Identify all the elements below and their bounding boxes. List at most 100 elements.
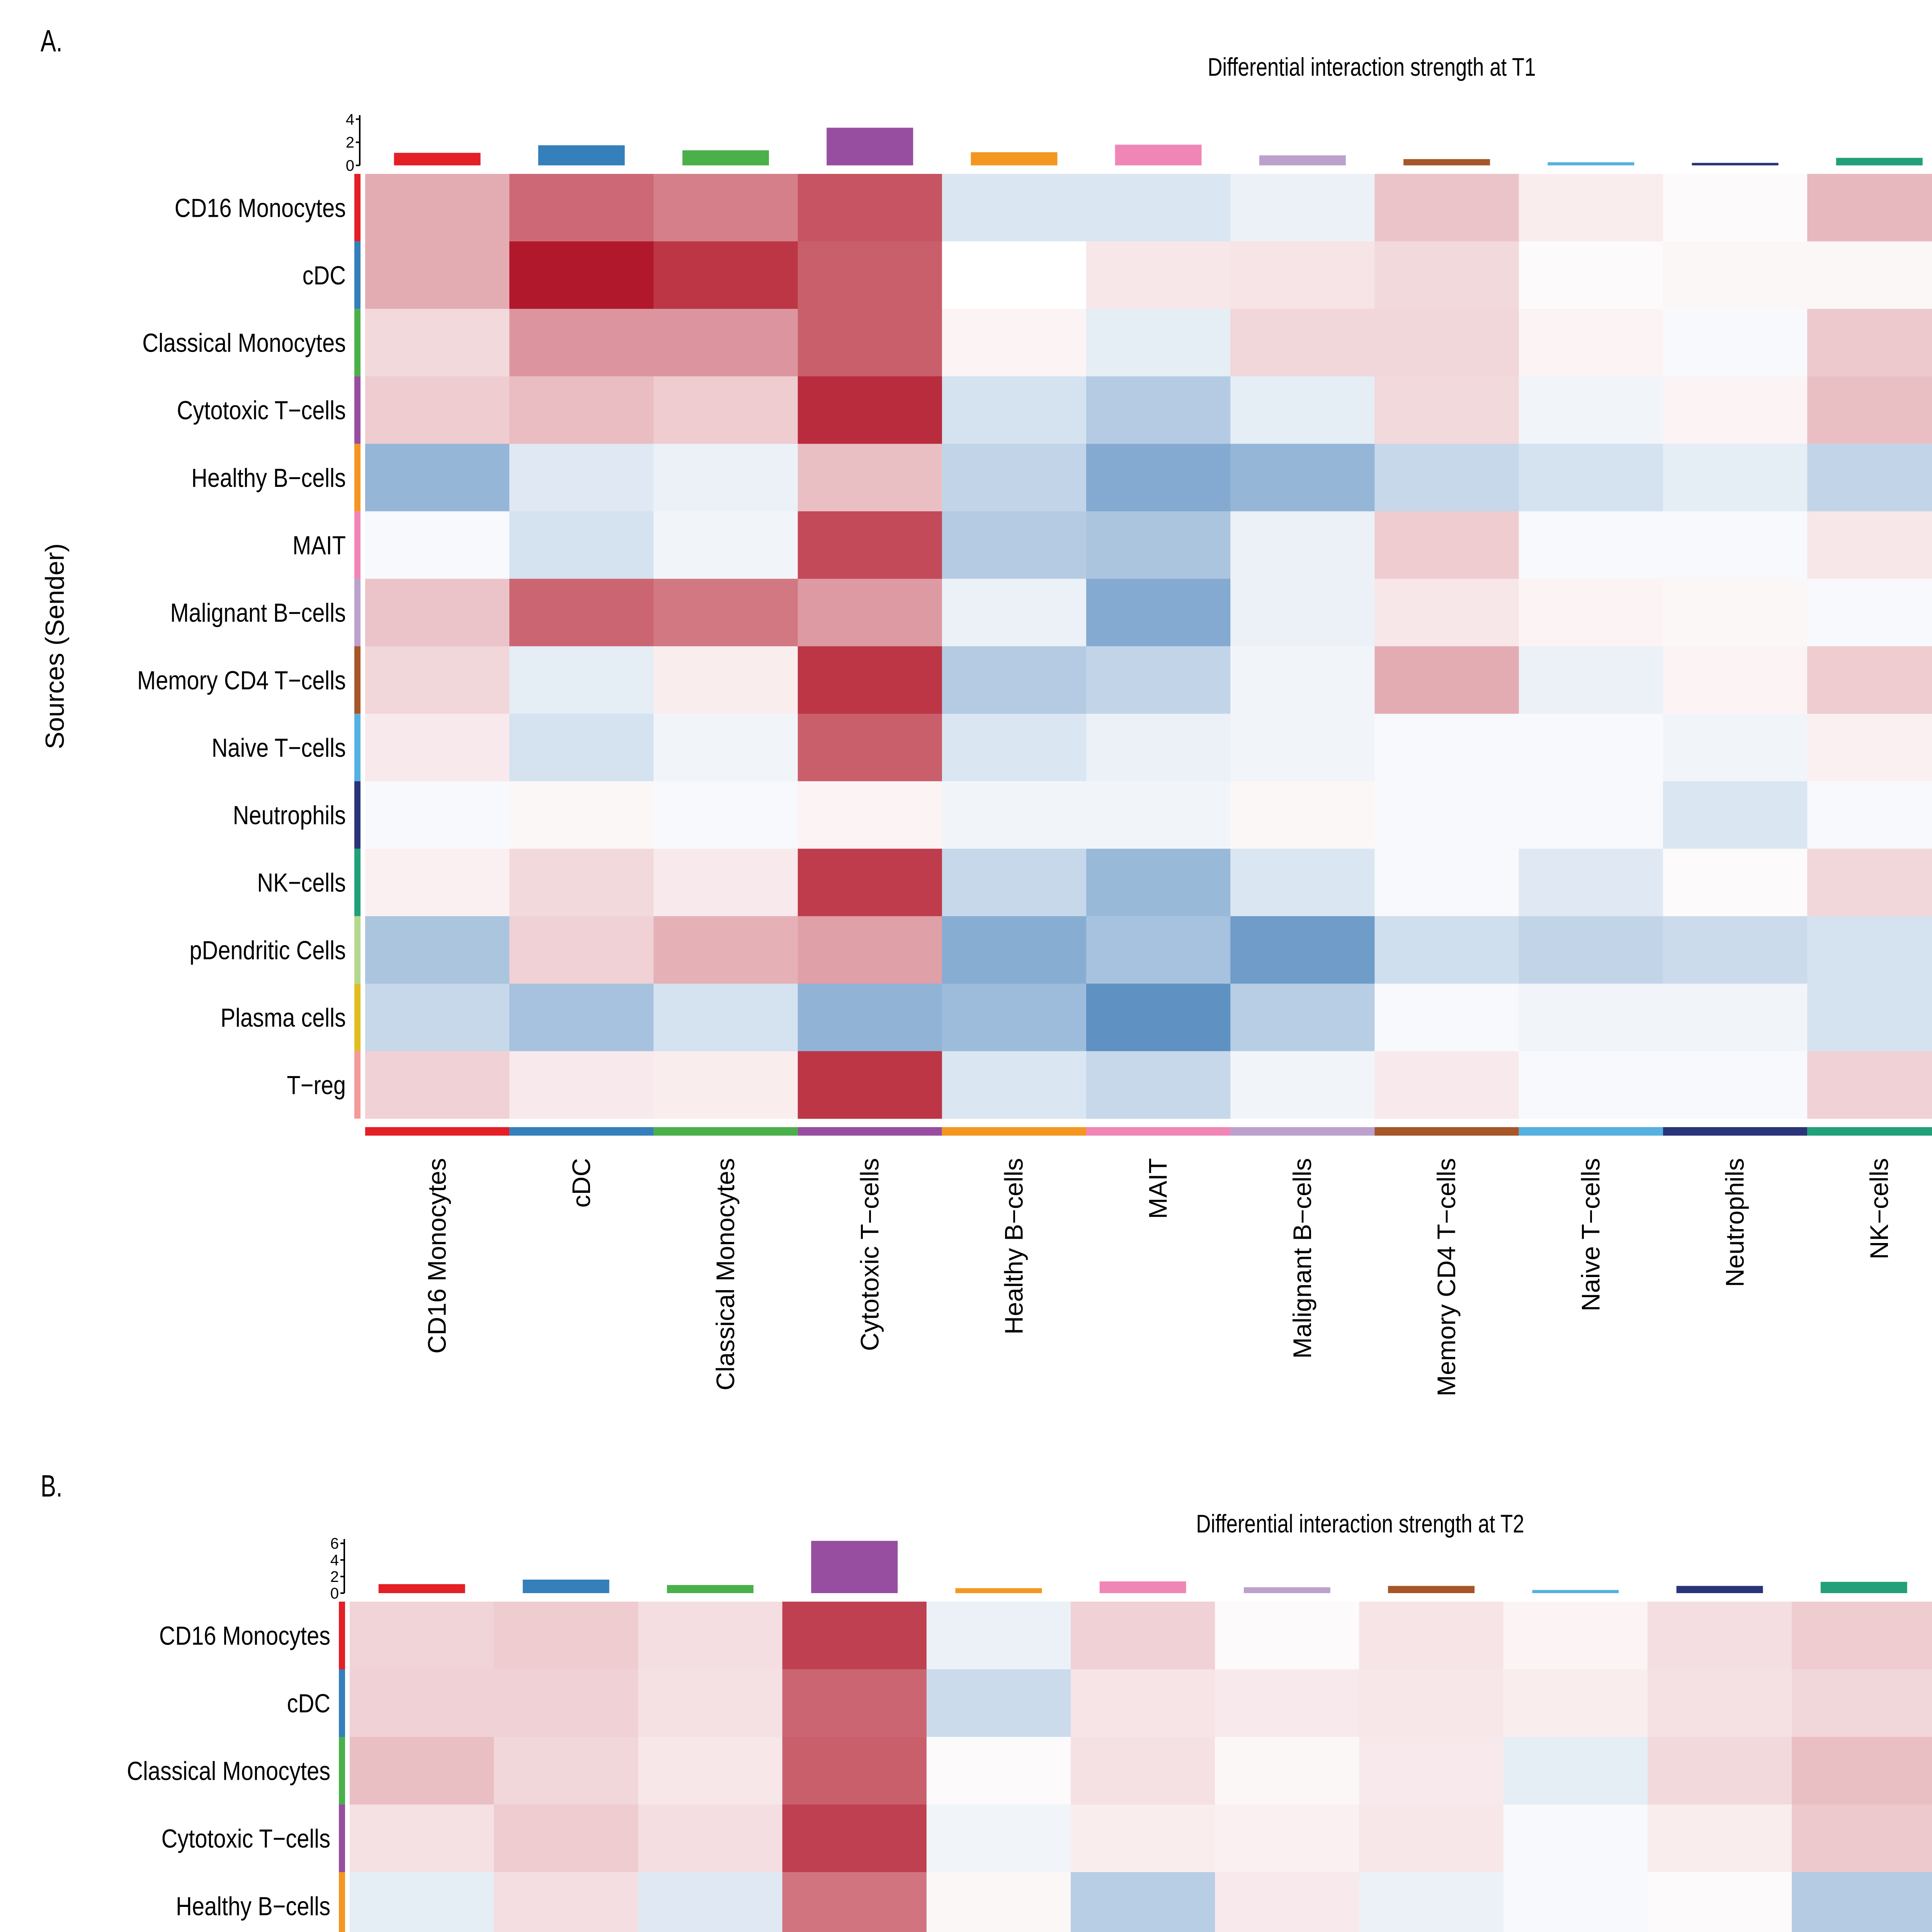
top-bar bbox=[1676, 1586, 1763, 1593]
heatmap-cell bbox=[798, 444, 942, 512]
heatmap-cell bbox=[653, 714, 798, 782]
heatmap-cell bbox=[1807, 444, 1932, 512]
row-label: pDendritic Cells bbox=[189, 936, 346, 965]
heatmap-cell bbox=[1230, 511, 1375, 579]
heatmap-cell bbox=[1663, 646, 1808, 714]
heatmap-cell bbox=[1663, 578, 1808, 646]
heatmap-cell bbox=[653, 781, 798, 849]
heatmap-cell bbox=[350, 1737, 494, 1805]
heatmap-cell bbox=[1807, 849, 1932, 917]
row-color-strip bbox=[354, 849, 361, 917]
heatmap-cell bbox=[1792, 1872, 1932, 1932]
panel-label: B. bbox=[41, 1469, 63, 1503]
row-color-strip bbox=[354, 174, 361, 242]
heatmap-cell bbox=[494, 1737, 638, 1805]
row-label: Plasma cells bbox=[221, 1003, 346, 1032]
column-color-strip bbox=[653, 1127, 798, 1136]
heatmap-cell bbox=[798, 511, 942, 579]
column-color-strip bbox=[509, 1127, 654, 1136]
heatmap-cell bbox=[1086, 241, 1231, 309]
heatmap-cell bbox=[942, 714, 1087, 782]
heatmap-cell bbox=[653, 376, 798, 444]
heatmap-cell bbox=[1519, 174, 1663, 242]
heatmap-cell bbox=[1503, 1737, 1648, 1805]
heatmap-cell bbox=[942, 376, 1087, 444]
heatmap-cell bbox=[1230, 1051, 1375, 1119]
column-color-strip bbox=[1519, 1127, 1663, 1136]
heatmap-cell bbox=[1663, 376, 1808, 444]
column-label: Cytotoxic T−cells bbox=[855, 1158, 884, 1351]
top-bar bbox=[1403, 159, 1490, 165]
heatmap-cell bbox=[1086, 444, 1231, 512]
panel-a: A. Differential interaction strength at … bbox=[40, 24, 1932, 1396]
top-bar bbox=[1532, 1590, 1619, 1593]
heatmap-cell bbox=[1071, 1737, 1215, 1805]
heatmap-cell bbox=[1807, 309, 1932, 377]
heatmap-cell bbox=[365, 1051, 510, 1119]
heatmap-cell bbox=[1519, 444, 1663, 512]
heatmap-cell bbox=[365, 849, 510, 917]
heatmap-cell bbox=[1519, 916, 1663, 984]
heatmap-cell bbox=[942, 511, 1087, 579]
heatmap-cell bbox=[1230, 578, 1375, 646]
top-bar bbox=[955, 1588, 1042, 1593]
heatmap-cell bbox=[942, 916, 1087, 984]
heatmap-cell bbox=[942, 578, 1087, 646]
heatmap-cell bbox=[638, 1872, 783, 1932]
heatmap-cell bbox=[1663, 1051, 1808, 1119]
heatmap-cell bbox=[1359, 1872, 1504, 1932]
heatmap-cell bbox=[1792, 1669, 1932, 1737]
column-label: CD16 Monocytes bbox=[423, 1158, 451, 1354]
heatmap-cell bbox=[782, 1602, 927, 1670]
heatmap-cell bbox=[653, 511, 798, 579]
heatmap-cell bbox=[1519, 714, 1663, 782]
column-label: Neutrophils bbox=[1721, 1158, 1749, 1287]
heatmap-cell bbox=[926, 1804, 1071, 1872]
heatmap-cell bbox=[1647, 1872, 1792, 1932]
heatmap-cell bbox=[653, 578, 798, 646]
heatmap-cell bbox=[1374, 578, 1519, 646]
row-color-strip bbox=[354, 781, 361, 849]
heatmap-cell bbox=[1647, 1804, 1792, 1872]
heatmap-cell bbox=[1359, 1737, 1504, 1805]
top-bar-tick-label: 2 bbox=[330, 1568, 339, 1585]
heatmap-cell bbox=[942, 174, 1087, 242]
heatmap-cell bbox=[782, 1872, 927, 1932]
heatmap-cell bbox=[926, 1737, 1071, 1805]
top-bar bbox=[682, 150, 769, 165]
chart-title: Differential interaction strength at T1 bbox=[1208, 53, 1536, 81]
row-label: CD16 Monocytes bbox=[175, 194, 346, 223]
row-color-strip bbox=[354, 309, 361, 376]
heatmap-cell bbox=[1086, 983, 1231, 1051]
heatmap-cell bbox=[1359, 1602, 1504, 1670]
heatmap-cell bbox=[1230, 444, 1375, 512]
heatmap-cell bbox=[509, 714, 654, 782]
heatmap-cell bbox=[1086, 309, 1231, 377]
heatmap-cell bbox=[926, 1602, 1071, 1670]
row-label: cDC bbox=[287, 1689, 330, 1718]
top-bar bbox=[394, 153, 481, 165]
column-label: Malignant B−cells bbox=[1288, 1158, 1316, 1359]
heatmap-cell bbox=[653, 916, 798, 984]
row-color-strip bbox=[354, 241, 361, 309]
heatmap-cell bbox=[1519, 376, 1663, 444]
heatmap-cell bbox=[782, 1737, 927, 1805]
top-bar bbox=[1099, 1581, 1186, 1593]
heatmap-cell bbox=[1215, 1602, 1359, 1670]
heatmap-cell bbox=[1086, 376, 1231, 444]
heatmap-cell bbox=[942, 781, 1087, 849]
heatmap-cell bbox=[1374, 646, 1519, 714]
heatmap-cell bbox=[1374, 983, 1519, 1051]
heatmap-cell bbox=[1663, 174, 1808, 242]
heatmap-cell bbox=[1374, 511, 1519, 579]
heatmap-cell bbox=[1086, 578, 1231, 646]
heatmap-cell bbox=[782, 1804, 927, 1872]
heatmap-cell bbox=[1230, 646, 1375, 714]
row-color-strip bbox=[354, 578, 361, 646]
heatmap-cell bbox=[926, 1669, 1071, 1737]
row-label: Healthy B−cells bbox=[176, 1892, 330, 1921]
column-color-strip bbox=[1374, 1127, 1519, 1136]
heatmap-cell bbox=[638, 1602, 783, 1670]
row-color-strip bbox=[354, 511, 361, 579]
row-label: NK−cells bbox=[257, 868, 346, 897]
